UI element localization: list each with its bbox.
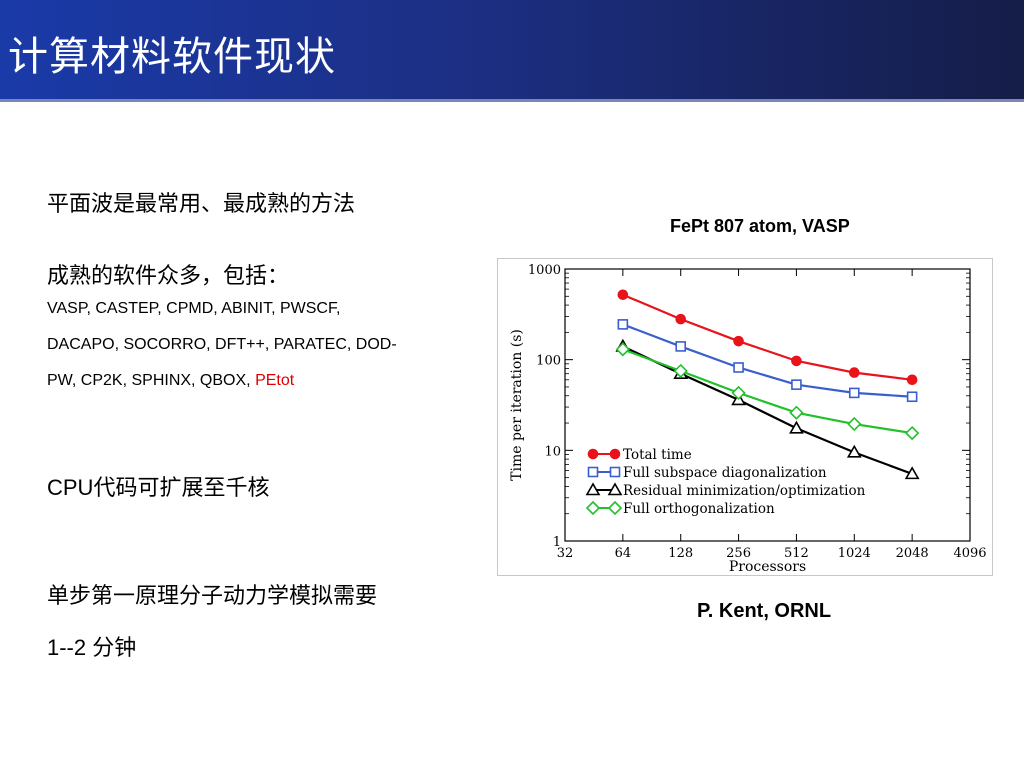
- data-point-total-time: [617, 289, 629, 301]
- series-line-residual-minimization-optimization: [622, 345, 913, 475]
- plot-area: [564, 268, 971, 542]
- bullet-md-line-2: 1--2 分钟: [47, 635, 137, 660]
- data-point-total-time: [791, 355, 802, 367]
- x-axis-label: Processors: [729, 559, 806, 575]
- data-point-total-time: [733, 335, 744, 347]
- chart-heading: FePt 807 atom, VASP: [670, 216, 850, 236]
- data-point-full-subspace-diagonalization: [791, 379, 802, 390]
- legend-marker-total-time: [587, 448, 599, 460]
- software-line-3-text: PW, CP2K, SPHINX, QBOX,: [47, 372, 256, 389]
- slide-title: 计算材料软件现状: [8, 34, 336, 80]
- legend-marker-full-subspace-diagonalization: [609, 466, 621, 478]
- data-point-full-orthogonalization: [847, 416, 862, 432]
- x-tick-label: 256: [726, 546, 751, 561]
- y-tick-label: 1: [553, 535, 561, 550]
- x-tick-label: 64: [615, 546, 632, 561]
- bullet-plane-wave: 平面波是最常用、最成熟的方法: [47, 192, 356, 217]
- legend-marker-full-orthogonalization: [585, 500, 601, 516]
- data-point-full-orthogonalization: [615, 342, 630, 357]
- data-point-full-subspace-diagonalization: [906, 391, 918, 403]
- data-point-full-orthogonalization: [731, 385, 746, 401]
- title-rule: [0, 99, 1024, 102]
- legend-marker-residual-minimization-optimization: [607, 482, 623, 496]
- legend-marker-full-subspace-diagonalization: [587, 466, 599, 478]
- data-point-full-subspace-diagonalization: [848, 387, 860, 399]
- software-line-2: DACAPO, SOCORRO, DFT++, PARATEC, DOD-: [47, 336, 397, 353]
- y-tick-label: 10: [544, 444, 561, 459]
- data-point-full-orthogonalization: [905, 425, 920, 441]
- y-tick-label: 1000: [528, 263, 561, 278]
- x-tick-label: 1024: [838, 546, 871, 561]
- bullet-software: 成熟的软件众多，包括：: [47, 264, 290, 289]
- legend-label-total-time: Total time: [623, 447, 692, 463]
- data-point-full-subspace-diagonalization: [675, 341, 687, 352]
- bullet-md-line-1: 单步第一原理分子动力学模拟需要: [47, 583, 378, 608]
- y-tick-label: 100: [536, 354, 561, 369]
- legend-marker-total-time: [609, 448, 621, 460]
- data-point-full-subspace-diagonalization: [733, 362, 744, 373]
- data-point-full-subspace-diagonalization: [617, 319, 629, 330]
- y-axis-label: Time per iteration (s): [509, 329, 525, 481]
- legend-marker-residual-minimization-optimization: [585, 482, 601, 496]
- x-tick-label: 32: [557, 546, 574, 561]
- data-point-residual-minimization-optimization: [904, 466, 920, 480]
- bullet-cpu: CPU代码可扩展至千核: [47, 475, 270, 500]
- x-tick-label: 128: [668, 546, 693, 561]
- x-tick-label: 512: [784, 546, 809, 561]
- chart-credit: P. Kent, ORNL: [697, 600, 832, 622]
- series-line-total-time: [622, 293, 913, 381]
- data-point-full-orthogonalization: [673, 363, 688, 379]
- software-line-1: VASP, CASTEP, CPMD, ABINIT, PWSCF,: [47, 300, 341, 317]
- series-line-full-subspace-diagonalization: [622, 323, 913, 398]
- title-bar: 计算材料软件现状: [0, 0, 1024, 102]
- series-line-full-orthogonalization: [622, 348, 913, 435]
- software-line-3: PW, CP2K, SPHINX, QBOX, PEtot: [47, 372, 294, 390]
- x-tick-label: 4096: [953, 546, 986, 561]
- legend-label-full-orthogonalization: Full orthogonalization: [623, 501, 775, 517]
- software-highlight: PEtot: [255, 372, 295, 389]
- x-tick-label: 2048: [896, 546, 929, 561]
- chart-container: 32 64 128 256 512 1024 2048 4096 1 10 100 1000 Proce…: [497, 258, 993, 576]
- performance-chart: 32 64 128 256 512 1024 2048 4096 1 10 100 1000 Proce…: [497, 258, 993, 576]
- data-point-total-time: [906, 374, 918, 386]
- data-point-total-time: [675, 313, 687, 325]
- data-point-residual-minimization-optimization: [846, 444, 862, 458]
- data-point-total-time: [848, 367, 860, 378]
- chart-frame: [497, 258, 993, 576]
- data-point-full-orthogonalization: [789, 405, 804, 420]
- data-point-residual-minimization-optimization: [789, 420, 804, 434]
- legend-label-full-subspace-diagonalization: Full subspace diagonalization: [623, 465, 827, 481]
- legend-label-residual-minimization-optimization: Residual minimization/optimization: [623, 483, 866, 499]
- legend-marker-full-orthogonalization: [607, 500, 623, 516]
